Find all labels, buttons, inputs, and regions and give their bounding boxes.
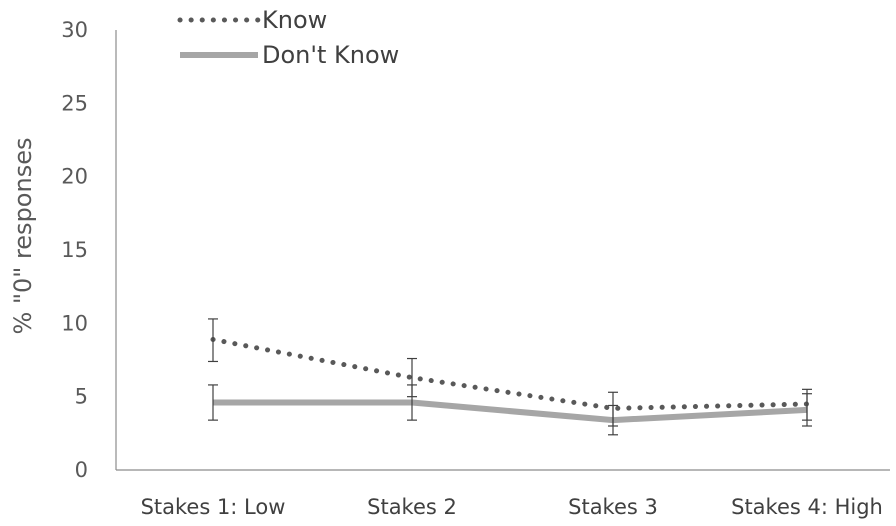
x-category-label: Stakes 1: Low [141,495,286,519]
series-line [213,399,808,424]
legend-label: Don't Know [262,41,399,69]
y-axis-title: % "0" responses [9,138,37,335]
axes [115,30,890,471]
x-axis-labels: Stakes 1: Low Stakes 2 Stakes 3 Stakes 4: H… [141,495,883,519]
y-tick-label: 0 [75,458,88,482]
x-category-label: Stakes 2 [367,495,457,519]
y-tick-label: 30 [61,18,88,42]
y-tick-label: 15 [61,238,88,262]
y-axis-ticks: 0 5 10 15 20 25 30 [61,18,88,482]
legend-label: Know [262,6,327,34]
y-tick-label: 25 [61,91,88,115]
legend: Know Don't Know [177,6,399,69]
y-tick-label: 5 [75,385,88,409]
series-layer [208,318,812,436]
y-tick-label: 10 [61,311,88,335]
y-tick-label: 20 [61,165,88,189]
series-know [208,318,812,427]
series-line [210,336,810,411]
x-category-label: Stakes 4: High [731,495,883,519]
x-category-label: Stakes 3 [568,495,658,519]
